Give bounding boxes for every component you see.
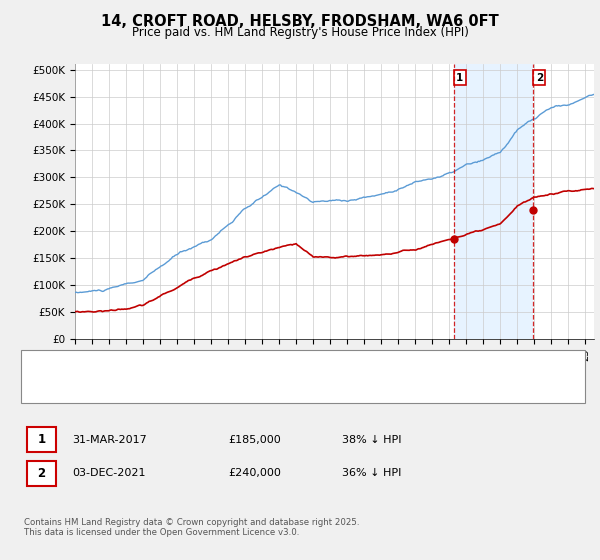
Text: 2: 2 xyxy=(536,73,543,83)
Text: 36% ↓ HPI: 36% ↓ HPI xyxy=(342,468,401,478)
Text: 38% ↓ HPI: 38% ↓ HPI xyxy=(342,435,401,445)
Text: £185,000: £185,000 xyxy=(228,435,281,445)
Text: HPI: Average price, detached house, Cheshire West and Chester: HPI: Average price, detached house, Ches… xyxy=(75,382,410,392)
Text: Contains HM Land Registry data © Crown copyright and database right 2025.
This d: Contains HM Land Registry data © Crown c… xyxy=(24,518,359,538)
Text: 2: 2 xyxy=(37,466,46,480)
Text: £240,000: £240,000 xyxy=(228,468,281,478)
Text: 03-DEC-2021: 03-DEC-2021 xyxy=(72,468,146,478)
Text: 1: 1 xyxy=(37,433,46,446)
Text: 14, CROFT ROAD, HELSBY, FRODSHAM, WA6 0FT (detached house): 14, CROFT ROAD, HELSBY, FRODSHAM, WA6 0F… xyxy=(75,361,422,371)
Text: 14, CROFT ROAD, HELSBY, FRODSHAM, WA6 0FT: 14, CROFT ROAD, HELSBY, FRODSHAM, WA6 0F… xyxy=(101,14,499,29)
Text: 31-MAR-2017: 31-MAR-2017 xyxy=(72,435,147,445)
Bar xyxy=(454,64,533,339)
Text: 1: 1 xyxy=(456,73,463,83)
Text: Price paid vs. HM Land Registry's House Price Index (HPI): Price paid vs. HM Land Registry's House … xyxy=(131,26,469,39)
